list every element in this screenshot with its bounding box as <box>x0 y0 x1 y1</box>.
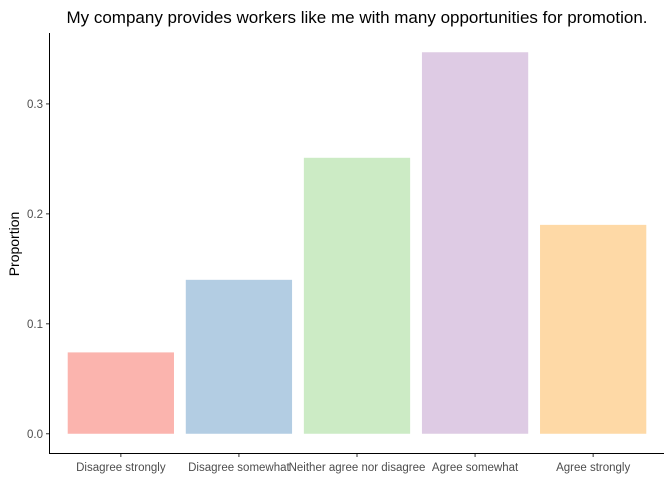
x-tick-label-agree-somewhat: Agree somewhat <box>432 462 519 474</box>
y-axis-label: Proportion <box>6 212 22 277</box>
chart-title: My company provides workers like me with… <box>66 8 647 27</box>
y-axis-ticks: 0.0 0.1 0.2 0.3 <box>27 99 50 441</box>
bar-disagree-strongly <box>67 352 174 434</box>
x-tick-label-neither-agree-nor-disagree: Neither agree nor disagree <box>289 462 426 474</box>
y-tick-label: 0.0 <box>27 429 43 441</box>
bar-neither-agree-nor-disagree <box>303 157 411 434</box>
x-axis-ticks: Disagree strongly Disagree somewhatNeithe… <box>76 453 630 474</box>
bar-disagree-somewhat <box>185 279 293 434</box>
x-tick-label-agree-strongly: Agree strongly <box>556 462 630 474</box>
x-tick-label-disagree-somewhat: Disagree somewhat <box>188 462 290 474</box>
y-tick-label: 0.2 <box>27 209 43 221</box>
bar-agree-strongly <box>540 224 647 434</box>
y-tick-label: 0.3 <box>27 99 43 111</box>
bar-agree-somewhat <box>421 52 529 434</box>
y-tick-label: 0.1 <box>27 319 43 331</box>
bars-group <box>67 52 647 434</box>
x-tick-label-disagree-strongly: Disagree strongly <box>76 462 166 474</box>
